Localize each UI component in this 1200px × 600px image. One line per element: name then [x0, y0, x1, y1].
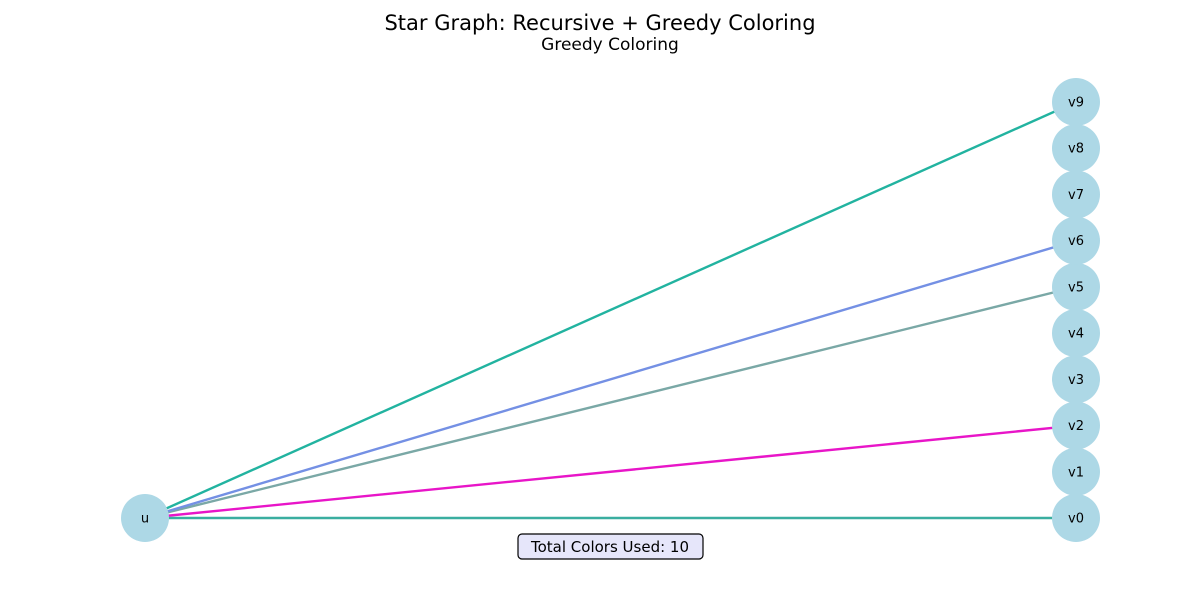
node-label-u: u	[141, 512, 149, 527]
node-circle-v9	[1052, 78, 1100, 126]
edges-layer	[144, 100, 1077, 520]
node-label-v0: v0	[1068, 512, 1084, 527]
node-label-v7: v7	[1068, 188, 1084, 203]
info-box-frame	[517, 533, 704, 560]
node-circle-v7	[1052, 170, 1100, 219]
node-circle-v8	[1052, 124, 1100, 173]
node-label-v1: v1	[1068, 465, 1084, 480]
figure-title: Star Graph: Recursive + Greedy Coloring	[384, 11, 815, 35]
node-circle-v4	[1052, 309, 1100, 358]
node-v1: v1	[1052, 447, 1100, 496]
total-colors-label: Total Colors Used: 10	[530, 538, 689, 556]
edge-u-v6	[144, 239, 1077, 520]
node-u: u	[121, 494, 169, 542]
node-v6: v6	[1052, 216, 1100, 265]
node-label-v3: v3	[1068, 373, 1084, 388]
node-circle-v6	[1052, 216, 1100, 265]
node-circle-v2	[1052, 401, 1100, 450]
node-v9: v9	[1052, 78, 1100, 126]
node-circle-u	[121, 494, 169, 542]
node-v0: v0	[1052, 494, 1100, 542]
node-circle-v1	[1052, 447, 1100, 496]
node-circle-v0	[1052, 494, 1100, 542]
node-label-v5: v5	[1068, 280, 1084, 295]
node-v7: v7	[1052, 170, 1100, 219]
node-v3: v3	[1052, 355, 1100, 404]
info-box: Total Colors Used: 10	[517, 533, 704, 560]
node-v2: v2	[1052, 401, 1100, 450]
node-circle-v5	[1052, 262, 1100, 311]
figure-subtitle: Greedy Coloring	[541, 35, 679, 55]
node-v8: v8	[1052, 124, 1100, 173]
edge-u-v2	[144, 424, 1077, 520]
node-label-v6: v6	[1068, 234, 1084, 249]
node-circle-v3	[1052, 355, 1100, 404]
node-label-v2: v2	[1068, 419, 1084, 434]
node-label-v9: v9	[1068, 96, 1084, 111]
edge-u-v5	[144, 285, 1077, 520]
nodes-layer: u v0 v1 v2 v3 v4 v5 v6 v7 v8 v9	[121, 78, 1100, 542]
node-label-v8: v8	[1068, 142, 1084, 157]
node-v5: v5	[1052, 262, 1100, 311]
node-v4: v4	[1052, 309, 1100, 358]
edge-u-v9	[144, 100, 1077, 520]
node-label-v4: v4	[1068, 327, 1084, 342]
